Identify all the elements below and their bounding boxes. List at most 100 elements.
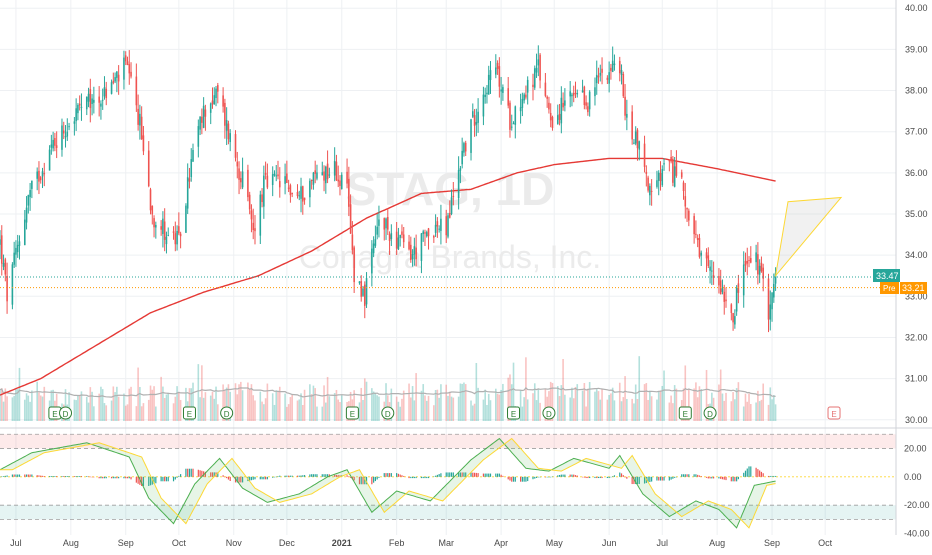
histogram-bar <box>151 476 153 485</box>
histogram-bar <box>560 474 562 477</box>
histogram-bar <box>365 476 368 485</box>
candle-body <box>209 103 212 113</box>
candle-body <box>576 93 579 95</box>
dividend-marker <box>381 406 395 420</box>
histogram-bar <box>718 476 720 479</box>
candle-body <box>87 93 90 102</box>
pre-price-label: 33.21 <box>902 283 925 293</box>
volume-bar <box>139 386 141 421</box>
candle-body <box>452 195 455 197</box>
histogram-bar <box>624 476 626 478</box>
candle-body <box>696 238 699 241</box>
volume-bar <box>16 389 19 421</box>
volume-bar <box>560 385 563 421</box>
candle-body <box>413 246 416 255</box>
candle-body <box>277 174 279 177</box>
volume-bar <box>670 395 672 421</box>
histogram-bar <box>396 473 398 477</box>
candle-body <box>650 190 653 192</box>
candle-body <box>399 235 401 238</box>
histogram-bar <box>548 476 550 478</box>
histogram-bar <box>450 472 453 477</box>
volume-bar <box>401 398 403 421</box>
volume-bar <box>114 392 116 421</box>
volume-bar <box>420 390 423 421</box>
volume-bar <box>470 400 472 421</box>
histogram-bar <box>17 474 19 477</box>
histogram-bar <box>576 475 578 477</box>
time-tick-label: Aug <box>63 538 79 548</box>
candle-body <box>6 275 8 302</box>
histogram-bar <box>762 473 764 477</box>
candle-body <box>735 287 738 312</box>
histogram-bar <box>463 472 465 477</box>
histogram-bar <box>250 476 253 481</box>
histogram-bar <box>323 474 325 477</box>
volume-bar <box>606 399 609 421</box>
histogram-bar <box>211 472 214 477</box>
histogram-bar <box>387 473 389 477</box>
volume-bar <box>261 401 263 421</box>
candle-body <box>475 121 478 125</box>
histogram-bar <box>38 475 40 477</box>
candle-body <box>560 97 563 124</box>
volume-bar <box>647 399 649 421</box>
watermark-company: Conagra Brands, Inc. <box>299 239 601 275</box>
histogram-bar <box>302 475 304 477</box>
candle-body <box>289 185 292 196</box>
volume-bar <box>247 382 249 421</box>
volume-bar <box>440 384 442 421</box>
volume-bar <box>202 397 205 421</box>
candle-body <box>284 176 286 184</box>
volume-bar <box>461 383 463 421</box>
volume-bar <box>558 396 561 421</box>
histogram-bar <box>56 476 58 477</box>
price-tick-label: 32.00 <box>905 332 928 342</box>
histogram-bar <box>50 476 52 477</box>
candle-body <box>532 84 534 87</box>
histogram-bar <box>89 476 91 478</box>
volume-bar <box>719 369 722 421</box>
candle-body <box>254 228 256 232</box>
candle-body <box>149 189 152 211</box>
watermark: STAG, 1D Conagra Brands, Inc. <box>299 163 601 275</box>
candle-body <box>179 233 182 237</box>
histogram-bar <box>589 476 591 479</box>
histogram-bar <box>688 474 690 477</box>
volume-bar <box>252 395 255 421</box>
histogram-bar <box>711 476 713 479</box>
histogram-bar <box>64 476 67 477</box>
volume-bar <box>649 390 651 421</box>
histogram-bar <box>472 472 474 477</box>
overbought-band <box>0 434 896 449</box>
histogram-bar <box>339 475 341 477</box>
volume-bar <box>744 393 747 421</box>
histogram-bar <box>420 476 423 479</box>
candle-body <box>43 173 46 175</box>
volume-bar <box>271 393 274 421</box>
volume-bar <box>266 383 269 421</box>
candle-body <box>569 91 571 97</box>
histogram-bar <box>748 466 750 477</box>
volume-bar <box>201 365 203 421</box>
volume-bar <box>457 396 460 421</box>
candle-body <box>41 171 44 177</box>
volume-bar <box>395 396 398 421</box>
candle-body <box>15 247 17 255</box>
histogram-bar <box>403 475 405 477</box>
time-tick-label: Sep <box>118 538 134 548</box>
volume-bar <box>452 397 455 421</box>
time-tick-label: Feb <box>389 538 405 548</box>
candle-body <box>767 278 770 320</box>
candle-body <box>273 173 276 176</box>
histogram-bar <box>477 473 479 477</box>
histogram-bar <box>452 472 454 477</box>
volume-bar <box>286 406 288 421</box>
histogram-bar <box>288 475 290 477</box>
candle-body <box>222 95 224 107</box>
histogram-bar <box>619 472 621 477</box>
candle-body <box>229 133 231 143</box>
candle-body <box>52 139 54 149</box>
candle-body <box>618 60 621 74</box>
